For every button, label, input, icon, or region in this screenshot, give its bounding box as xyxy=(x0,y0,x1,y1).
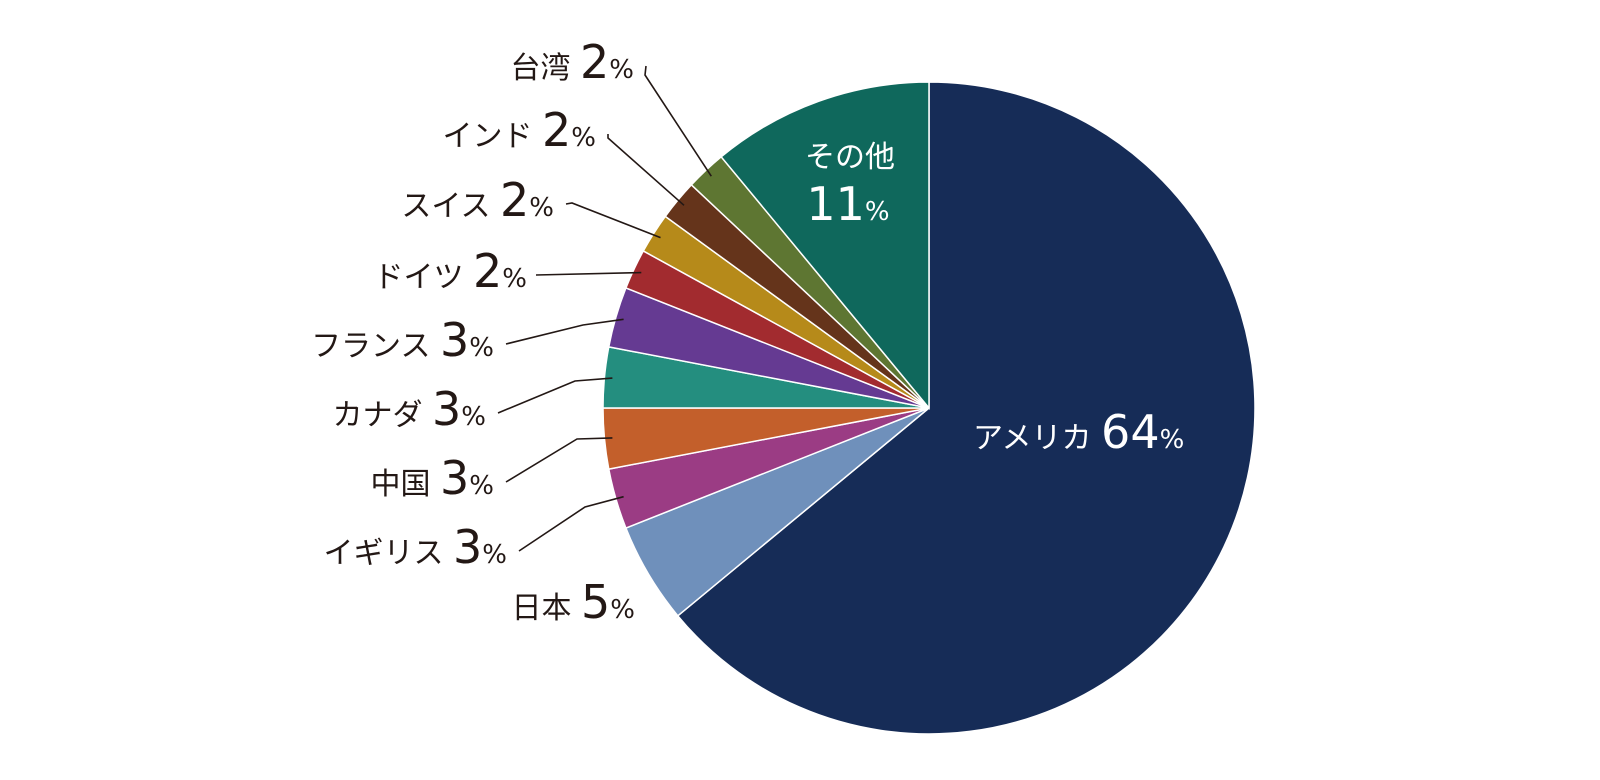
pie-slices xyxy=(602,81,1256,735)
slice-label-8: インド 2% xyxy=(442,103,596,157)
slice-labels: アメリカ 64% 日本 5%イギリス 3% 中国 3% カナダ 3% フランス 3% ドイ… xyxy=(311,35,1184,629)
slice-label-2: イギリス 3% xyxy=(323,520,507,574)
leader-line-7 xyxy=(565,202,661,239)
slice-10 xyxy=(720,81,930,411)
leader-line-9 xyxy=(644,65,712,177)
slice-label-name-10: その他 xyxy=(805,140,895,175)
slice-0 xyxy=(676,81,1256,735)
slice-label-4: カナダ 3% xyxy=(332,382,486,436)
leader-line-2 xyxy=(518,495,624,552)
slice-label-0: アメリカ 64% xyxy=(973,405,1184,459)
leader-line-3 xyxy=(505,437,613,483)
leader-lines xyxy=(497,65,712,552)
leader-line-8 xyxy=(607,134,685,206)
slice-label-5: フランス 3% xyxy=(311,313,494,367)
slice-label-7: スイス 2% xyxy=(401,173,554,227)
leader-line-4 xyxy=(497,377,613,414)
slice-label-9: 台湾 2% xyxy=(510,35,634,89)
slice-label-1: 日本 5% xyxy=(511,575,635,629)
slice-label-3: 中国 3% xyxy=(370,451,494,505)
slice-label-value-10: 11% xyxy=(806,177,889,231)
leader-line-5 xyxy=(505,318,624,345)
leader-line-6 xyxy=(535,271,642,276)
slice-label-6: ドイツ 2% xyxy=(373,244,527,298)
